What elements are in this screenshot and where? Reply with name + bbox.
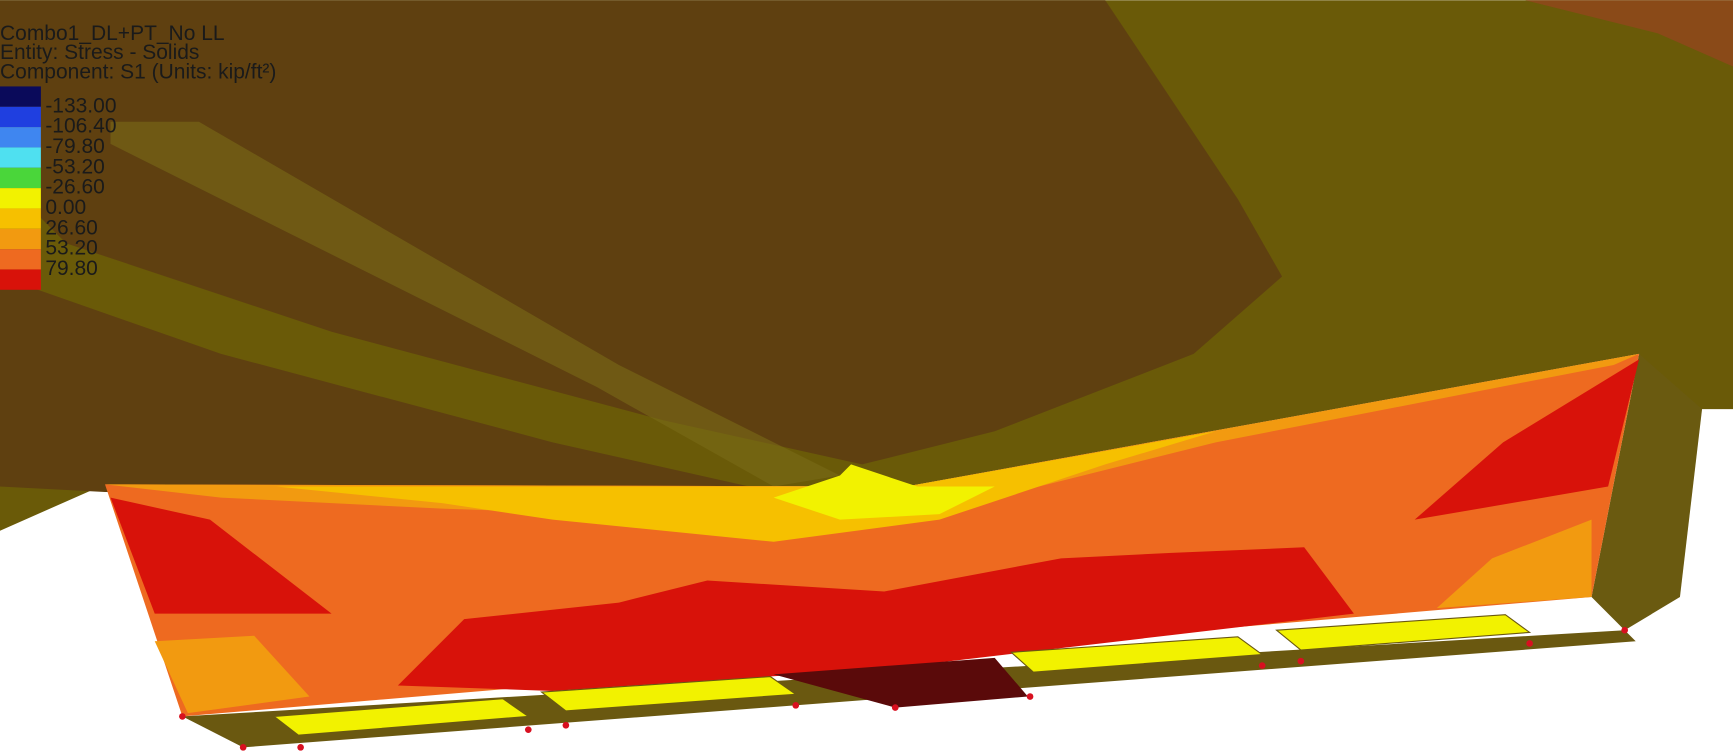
legend-swatch xyxy=(0,208,41,228)
legend-swatch xyxy=(0,229,41,249)
page: {"header": {"lines": ["Combo1_DL+PT_No L… xyxy=(0,0,1733,752)
legend-swatch xyxy=(0,147,41,167)
legend-swatch xyxy=(0,249,41,269)
viewport: Combo1_DL+PT_No LL Entity: Stress - Soli… xyxy=(0,0,1733,752)
legend-swatch xyxy=(0,168,41,188)
legend-swatch xyxy=(0,107,41,127)
legend-swatch xyxy=(0,188,41,208)
legend-label: 79.80 xyxy=(45,257,98,280)
header-line: Component: S1 (Units: kip/ft²) xyxy=(0,61,276,84)
legend-swatch xyxy=(0,269,41,289)
legend-swatch xyxy=(0,127,41,147)
legend-swatch xyxy=(0,86,41,106)
